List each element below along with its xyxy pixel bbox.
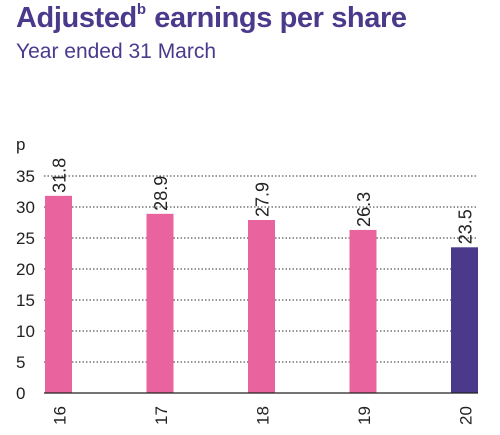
bar-17: [146, 213, 174, 393]
bar-16: [45, 195, 72, 393]
title-superscript: b: [136, 1, 146, 18]
bar-19: [349, 229, 377, 393]
x-tick-label-18: 18: [254, 406, 273, 425]
chart-title: Adjustedb earnings per share: [16, 1, 407, 35]
chart-subtitle: Year ended 31 March: [16, 40, 217, 63]
bar-20: [451, 247, 478, 393]
x-tick-label-17: 17: [152, 406, 171, 425]
data-label-16: 31.8: [50, 158, 70, 193]
x-tick-label-20: 20: [457, 406, 476, 425]
title-rest: earnings per share: [146, 2, 407, 34]
data-label-19: 26.3: [354, 192, 374, 227]
y-tick-label-15: 15: [16, 291, 35, 310]
y-tick-label-35: 35: [16, 167, 35, 186]
y-tick-label-10: 10: [16, 322, 35, 341]
bar-18: [248, 220, 275, 393]
data-label-18: 27.9: [253, 182, 273, 217]
x-tick-label-19: 19: [355, 406, 374, 425]
y-tick-label-20: 20: [16, 260, 35, 279]
x-tick-label-16: 16: [51, 406, 70, 425]
y-tick-label-0: 0: [16, 384, 25, 403]
y-tick-label-30: 30: [16, 198, 35, 217]
y-tick-label-5: 5: [16, 353, 25, 372]
y-tick-label-25: 25: [16, 229, 35, 248]
y-unit-label: p: [16, 135, 25, 154]
title-main: Adjusted: [16, 2, 137, 34]
data-label-20: 23.5: [456, 209, 476, 244]
data-label-17: 28.9: [151, 176, 171, 211]
